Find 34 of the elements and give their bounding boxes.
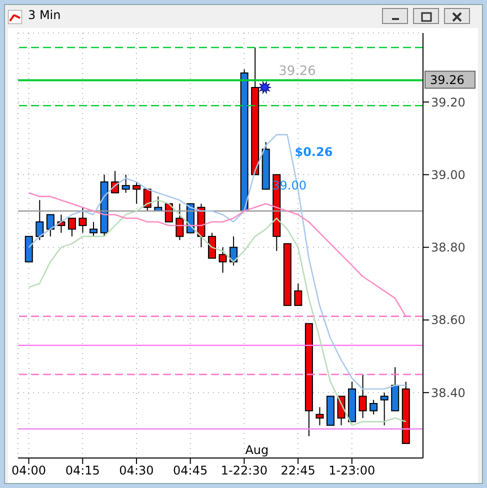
line-series xyxy=(28,192,406,317)
candlestick xyxy=(176,203,184,241)
y-tick-label: 39.20 xyxy=(431,95,466,110)
annotation: $0.26 xyxy=(294,145,333,160)
line-series xyxy=(28,134,406,390)
candlestick xyxy=(294,283,302,306)
candlestick xyxy=(46,214,54,237)
candlestick xyxy=(78,206,87,234)
x-tick-label: 04:30 xyxy=(119,464,154,478)
candlestick xyxy=(122,174,130,194)
candlestick xyxy=(68,218,76,237)
x-tick-label: 22:45 xyxy=(280,464,316,478)
candlestick xyxy=(380,392,388,426)
candlestick xyxy=(132,181,141,204)
candlestick xyxy=(36,200,44,241)
chart-title: 3 Min xyxy=(28,8,61,22)
x-tick-label: 1-23:00 xyxy=(328,464,376,478)
annotation: 39.26 xyxy=(278,64,316,80)
candlestick xyxy=(218,246,227,274)
ref-line-label: 39.26 xyxy=(430,73,464,88)
candlestick xyxy=(358,374,367,419)
y-tick-label: 38.60 xyxy=(431,313,466,328)
candlestick xyxy=(316,406,324,426)
y-tick-label: 38.80 xyxy=(431,240,466,255)
x-tick-label: 04:00 xyxy=(11,464,46,478)
candlestick xyxy=(90,221,98,237)
x-tick-label: 04:45 xyxy=(173,464,208,478)
annotation: Aug xyxy=(245,443,269,457)
candlestick xyxy=(208,232,216,259)
candlestick xyxy=(370,399,378,415)
y-tick-label: 38.40 xyxy=(431,386,466,400)
x-tick-label: 1-22:30 xyxy=(220,464,268,478)
x-tick-label: 04:15 xyxy=(65,464,100,478)
y-tick-label: 39.00 xyxy=(431,168,466,182)
